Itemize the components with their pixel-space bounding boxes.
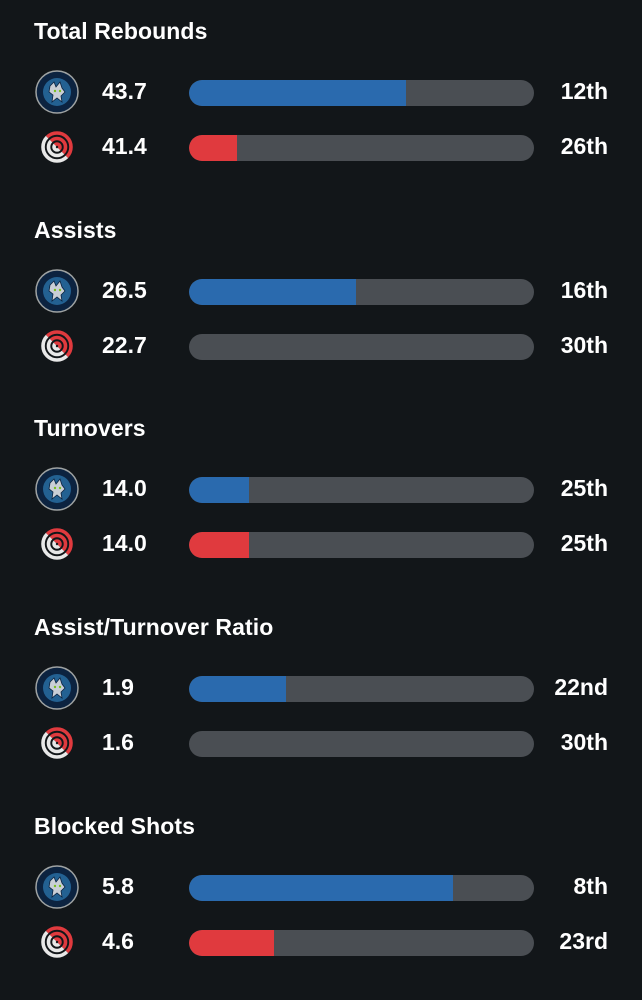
stat-value: 1.6 (102, 729, 134, 755)
team-row-timberwolves: 14.0 25th (0, 467, 642, 511)
minnesota-timberwolves-logo-icon (35, 467, 79, 511)
portland-trail-blazers-logo-icon (35, 920, 79, 964)
league-rank: 30th (560, 729, 608, 755)
league-rank: 12th (560, 78, 608, 104)
league-rank: 16th (560, 277, 608, 303)
stat-value: 41.4 (102, 133, 147, 159)
stat-bar-track (189, 676, 534, 702)
minnesota-timberwolves-logo-icon (35, 666, 79, 710)
team-row-trail-blazers: 22.7 30th (0, 324, 642, 368)
stat-title: Total Rebounds (34, 18, 208, 44)
stat-title: Turnovers (34, 415, 146, 441)
stat-bar-track (189, 532, 534, 558)
stat-bar-track (189, 731, 534, 757)
team-row-trail-blazers: 1.6 30th (0, 721, 642, 765)
team-row-timberwolves: 26.5 16th (0, 269, 642, 313)
stat-bar-fill (189, 930, 274, 956)
league-rank: 30th (560, 332, 608, 358)
stat-value: 4.6 (102, 928, 134, 954)
stat-bar-fill (189, 532, 250, 558)
stat-bar-fill (189, 676, 286, 702)
league-rank: 26th (560, 133, 608, 159)
minnesota-timberwolves-logo-icon (35, 865, 79, 909)
league-rank: 22nd (554, 674, 608, 700)
portland-trail-blazers-logo-icon (35, 522, 79, 566)
stat-bar-track (189, 80, 534, 106)
stat-value: 14.0 (102, 475, 147, 501)
stat-title: Assists (34, 217, 117, 243)
minnesota-timberwolves-logo-icon (35, 70, 79, 114)
stat-bar-fill (189, 279, 357, 305)
stat-value: 14.0 (102, 530, 147, 556)
team-row-timberwolves: 43.7 12th (0, 70, 642, 114)
minnesota-timberwolves-logo-icon (35, 269, 79, 313)
stat-bar-track (189, 279, 534, 305)
stat-bar-track (189, 930, 534, 956)
league-rank: 25th (560, 475, 608, 501)
stat-value: 22.7 (102, 332, 147, 358)
league-rank: 25th (560, 530, 608, 556)
portland-trail-blazers-logo-icon (35, 721, 79, 765)
stat-bar-fill (189, 135, 238, 161)
portland-trail-blazers-logo-icon (35, 324, 79, 368)
team-row-timberwolves: 1.9 22nd (0, 666, 642, 710)
stat-bar-fill (189, 80, 407, 106)
stat-bar-track (189, 334, 534, 360)
team-row-trail-blazers: 41.4 26th (0, 125, 642, 169)
stat-bar-track (189, 875, 534, 901)
stat-bar-fill (189, 477, 250, 503)
team-row-trail-blazers: 4.6 23rd (0, 920, 642, 964)
stat-title: Assist/Turnover Ratio (34, 614, 274, 640)
team-row-trail-blazers: 14.0 25th (0, 522, 642, 566)
stat-bar-track (189, 135, 534, 161)
team-row-timberwolves: 5.8 8th (0, 865, 642, 909)
stat-bar-track (189, 477, 534, 503)
stat-value: 26.5 (102, 277, 147, 303)
stat-value: 1.9 (102, 674, 134, 700)
portland-trail-blazers-logo-icon (35, 125, 79, 169)
stat-bar-fill (189, 875, 453, 901)
league-rank: 23rd (559, 928, 608, 954)
stat-value: 43.7 (102, 78, 147, 104)
stat-title: Blocked Shots (34, 813, 196, 839)
stat-value: 5.8 (102, 873, 134, 899)
league-rank: 8th (573, 873, 609, 899)
